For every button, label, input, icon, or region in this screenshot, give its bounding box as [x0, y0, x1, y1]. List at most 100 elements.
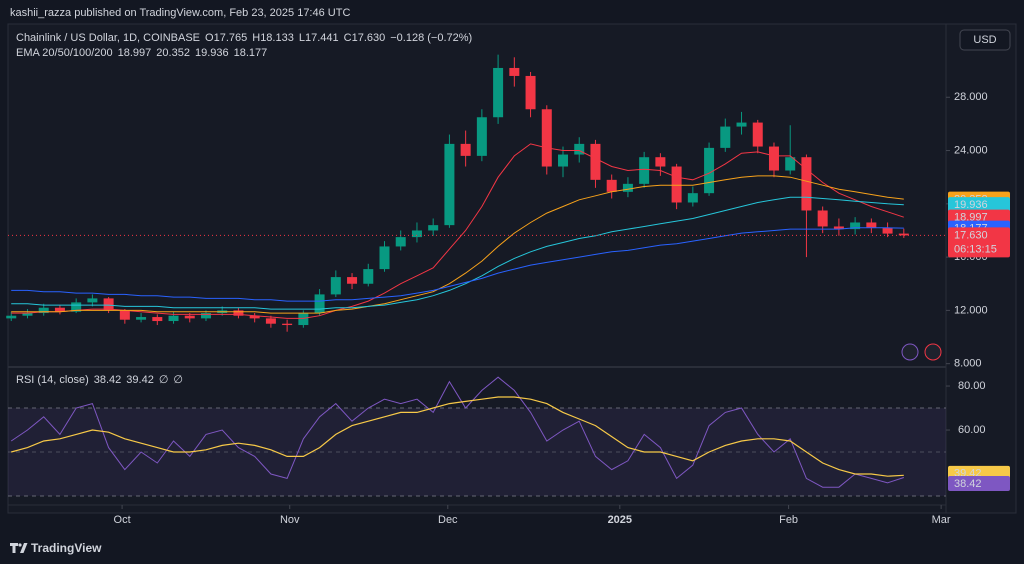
price-tag	[948, 227, 1010, 258]
candle-body	[152, 317, 163, 322]
candle-body	[493, 67, 504, 118]
candle-body	[882, 227, 893, 234]
currency-button[interactable]	[959, 29, 1011, 51]
legend-text: 17.441	[305, 32, 339, 44]
line	[11, 196, 904, 310]
legend-text: O	[205, 32, 214, 44]
candle-body	[330, 277, 341, 295]
candle-body	[655, 157, 666, 167]
x-tick-label: Oct	[114, 514, 131, 526]
price-tag-label: 38.42	[954, 478, 982, 490]
y-tick-label: 28.000	[954, 91, 988, 103]
x-tick-label: Mar	[932, 514, 951, 526]
price-tag-label: 17.630	[954, 229, 988, 241]
icon[interactable]	[901, 343, 919, 361]
candle-body	[411, 230, 422, 238]
candle-body	[54, 307, 65, 312]
price-tag-label: 06:13:15	[954, 243, 997, 255]
legend-text: H	[252, 32, 260, 44]
y-tick-label: 24.000	[954, 144, 988, 156]
candle-body	[428, 225, 439, 231]
logo-dot	[18, 543, 22, 547]
candle-body	[736, 122, 747, 127]
legend-text: 20.352	[156, 47, 190, 59]
rsi-band	[8, 408, 946, 497]
candle-body	[347, 277, 358, 284]
footer-logo	[10, 543, 28, 553]
logo-icon	[10, 543, 28, 553]
candle-body	[119, 310, 130, 320]
candle-body	[298, 313, 309, 326]
candle-body	[282, 323, 293, 326]
legend-text: EMA 20/50/100/200	[16, 47, 113, 59]
candle-body	[541, 109, 552, 167]
currency-label[interactable]: USD	[973, 34, 996, 46]
candle-body	[103, 298, 114, 311]
legend-text: −0.128 (−0.72%)	[390, 32, 472, 44]
line	[11, 175, 904, 314]
candle-body	[22, 313, 33, 316]
candle-body	[752, 122, 763, 147]
x-tick-label: Nov	[280, 514, 300, 526]
candle-body	[606, 179, 617, 192]
price-tag	[948, 197, 1010, 213]
legend-text: 17.630	[352, 32, 386, 44]
line	[11, 396, 904, 477]
price-tag	[948, 476, 1010, 492]
legend-text: 38.42	[94, 374, 122, 386]
candle-body	[509, 67, 520, 76]
candle-body	[720, 126, 731, 148]
chart-frame	[7, 23, 1017, 514]
candle-body	[622, 183, 633, 192]
icon[interactable]	[924, 343, 942, 361]
x-tick-label: Dec	[438, 514, 458, 526]
candle-body	[314, 294, 325, 314]
candle-body	[379, 246, 390, 270]
candle-body	[525, 75, 536, 110]
rsi-tick-label: 60.00	[958, 424, 986, 436]
candle-body	[168, 315, 179, 322]
candle-body	[785, 157, 796, 171]
line	[11, 143, 904, 319]
candle-body	[395, 237, 406, 247]
footer-brand: TradingView	[31, 541, 102, 555]
candle-body	[87, 298, 98, 303]
price-tag-label: 19.936	[954, 199, 988, 211]
candle-body	[833, 226, 844, 230]
candle-body	[233, 310, 244, 316]
legend-text: Chainlink / US Dollar, 1D, COINBASE	[16, 32, 200, 44]
pane-icons	[901, 343, 942, 361]
candle-body	[671, 166, 682, 203]
candle-body	[6, 315, 17, 319]
y-tick-label: 12.000	[954, 304, 988, 316]
candle-body	[200, 313, 211, 319]
x-tick-label: Feb	[779, 514, 798, 526]
legend-text: 17.765	[214, 32, 248, 44]
candle-body	[460, 143, 471, 156]
legend-text: 18.997	[118, 47, 152, 59]
rsi-tick-label: 80.00	[958, 380, 986, 392]
candle-body	[184, 315, 195, 319]
legend-text: 19.936	[195, 47, 229, 59]
candle-body	[558, 154, 569, 167]
candle-body	[704, 147, 715, 194]
legend-text: 18.177	[234, 47, 268, 59]
candle-body	[639, 157, 650, 184]
candle-body	[38, 307, 49, 314]
candle-body	[476, 117, 487, 156]
candle-body	[249, 315, 260, 319]
legend-text: RSI (14, close)	[16, 374, 89, 386]
candle-body	[590, 143, 601, 180]
candle-body	[574, 143, 585, 155]
legend-text: C	[344, 32, 352, 44]
candle-body	[817, 210, 828, 227]
legend-text: ∅	[159, 374, 169, 386]
legend-text: L	[299, 32, 305, 44]
line	[11, 227, 904, 302]
candle-body	[866, 222, 877, 228]
legend-text: ∅	[173, 374, 183, 386]
candle-body	[265, 318, 276, 324]
line	[10, 376, 904, 488]
candle-body	[801, 157, 812, 211]
